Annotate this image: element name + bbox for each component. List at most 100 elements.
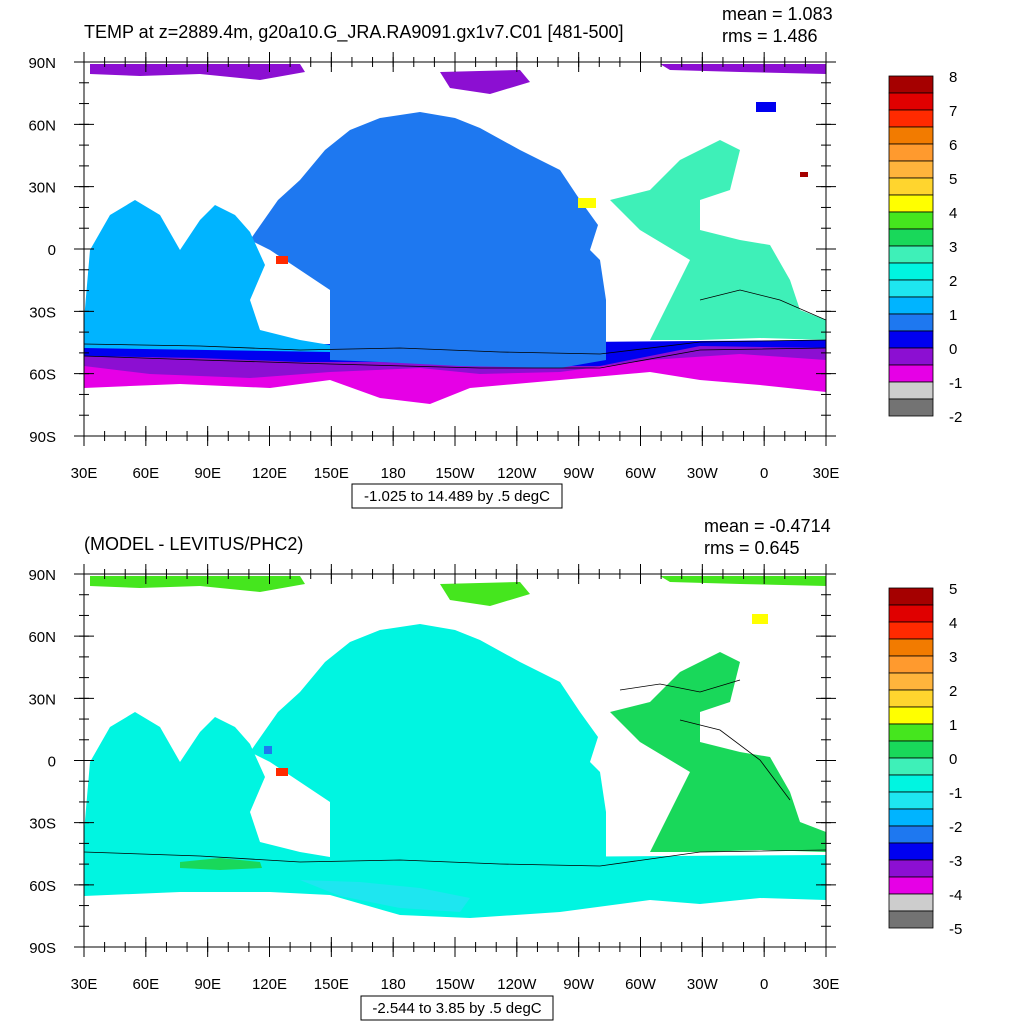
panel-1-range-label: -1.025 to 14.489 by .5 degC xyxy=(364,488,550,505)
longitude-label: 30E xyxy=(813,465,840,482)
colorbar-swatch xyxy=(888,126,934,145)
latitude-label: 0 xyxy=(48,754,56,771)
latitude-label: 90N xyxy=(28,567,56,584)
colorbar-label: 1 xyxy=(949,717,957,734)
indian-ocean-region xyxy=(84,712,330,885)
colorbar-swatch xyxy=(888,689,934,708)
yellow-patch xyxy=(578,198,596,208)
latitude-label: 60N xyxy=(28,629,56,646)
longitude-label: 120E xyxy=(252,976,287,993)
latitude-label: 0 xyxy=(48,242,56,259)
colorbar-swatch xyxy=(888,364,934,383)
panel-2-rms: rms = 0.645 xyxy=(704,538,800,558)
panel-1: TEMP at z=2889.4m, g20a10.G_JRA.RA9091.g… xyxy=(28,4,962,509)
colorbar-swatch xyxy=(888,774,934,793)
map-1-latitude-labels: 90N 60N 30N 0 30S 60S 90S xyxy=(28,55,56,446)
latitude-label: 90S xyxy=(29,429,56,446)
longitude-label: 30E xyxy=(71,976,98,993)
colorbar-swatch xyxy=(888,381,934,400)
colorbar-label: 1 xyxy=(949,307,957,324)
longitude-label: 120W xyxy=(497,976,537,993)
colorbar-label: 3 xyxy=(949,239,957,256)
map-2-latitude-labels: 90N 60N 30N 0 30S 60S 90S xyxy=(28,567,56,957)
longitude-label: 60E xyxy=(132,465,159,482)
longitude-label: 150W xyxy=(435,976,475,993)
atlantic-ocean-region xyxy=(610,652,826,852)
longitude-label: 0 xyxy=(760,465,768,482)
red-hotspot xyxy=(276,768,288,776)
latitude-label: 30S xyxy=(29,304,56,321)
panel-2-title: (MODEL - LEVITUS/PHC2) xyxy=(84,534,303,554)
arctic-green-patch-2 xyxy=(440,582,530,606)
colorbar-swatch xyxy=(888,160,934,179)
colorbar-label: 2 xyxy=(949,683,957,700)
contour-lines-2 xyxy=(84,679,826,867)
colorbar-label: 4 xyxy=(949,615,957,632)
colorbar-swatch xyxy=(888,842,934,861)
latitude-label: 90S xyxy=(29,940,56,957)
colorbar-label: 0 xyxy=(949,751,957,768)
southern-ocean-region xyxy=(84,855,826,918)
longitude-label: 150E xyxy=(314,465,349,482)
blue-patch-arctic xyxy=(756,102,776,112)
longitude-label: 90E xyxy=(194,465,221,482)
colorbar-swatch xyxy=(888,808,934,827)
colorbar-swatch xyxy=(888,262,934,281)
panel-1-mean: mean = 1.083 xyxy=(722,4,833,24)
panel-1-title: TEMP at z=2889.4m, g20a10.G_JRA.RA9091.g… xyxy=(84,22,624,43)
colorbar-swatch xyxy=(888,825,934,844)
longitude-label: 90E xyxy=(194,976,221,993)
colorbar-label: 3 xyxy=(949,649,957,666)
colorbar-label: -5 xyxy=(949,921,962,938)
longitude-label: 30E xyxy=(813,976,840,993)
colorbar-swatch xyxy=(888,177,934,196)
colorbar-swatch xyxy=(888,347,934,366)
longitude-label: 30E xyxy=(71,465,98,482)
longitude-label: 180 xyxy=(381,976,406,993)
colorbar-swatch xyxy=(888,740,934,759)
latitude-label: 60N xyxy=(28,117,56,134)
arctic-purple-patch-1 xyxy=(90,64,305,80)
colorbar-label: 2 xyxy=(949,273,957,290)
colorbar-swatch xyxy=(888,279,934,298)
pacific-ocean-region xyxy=(250,624,606,915)
map-1-ticks xyxy=(74,52,836,446)
latitude-label: 30N xyxy=(28,691,56,708)
colorbar-label: -4 xyxy=(949,887,962,904)
colorbar-swatch xyxy=(888,791,934,810)
longitude-label: 180 xyxy=(381,465,406,482)
colorbar-swatch xyxy=(888,143,934,162)
colorbar-swatch xyxy=(888,330,934,349)
colorbar-2: 5 4 3 2 1 0 -1 -2 -3 -4 -5 xyxy=(888,581,962,938)
colorbar-swatch xyxy=(888,757,934,776)
colorbar-swatch xyxy=(888,92,934,111)
colorbar-1: 8 7 6 5 4 3 2 1 0 -1 -2 xyxy=(888,69,962,426)
colorbar-swatch xyxy=(888,672,934,691)
longitude-label: 90W xyxy=(563,976,595,993)
colorbar-label: 5 xyxy=(949,581,957,598)
colorbar-swatch xyxy=(888,313,934,332)
colorbar-swatch xyxy=(888,910,934,929)
colorbar-swatch xyxy=(888,893,934,912)
longitude-label: 60W xyxy=(625,465,657,482)
colorbar-swatch xyxy=(888,723,934,742)
colorbar-swatch xyxy=(888,621,934,640)
colorbar-swatch xyxy=(888,109,934,128)
longitude-label: 150E xyxy=(314,976,349,993)
colorbar-label: 4 xyxy=(949,205,957,222)
colorbar-label: 8 xyxy=(949,69,957,86)
longitude-label: 30W xyxy=(687,465,719,482)
yellow-patch-arctic xyxy=(752,614,768,624)
longitude-label: 90W xyxy=(563,465,595,482)
colorbar-label: -2 xyxy=(949,819,962,836)
colorbar-label: -2 xyxy=(949,409,962,426)
colorbar-label: 7 xyxy=(949,103,957,120)
panel-2-range-box xyxy=(360,995,554,1021)
map-2-longitude-labels: 30E 60E 90E 120E 150E 180 150W 120W 90W 60W 30W 0 30… xyxy=(71,976,840,993)
colorbar-swatch xyxy=(888,228,934,247)
colorbar-swatch xyxy=(888,859,934,878)
colorbar-swatch xyxy=(888,638,934,657)
red-hotspot-1 xyxy=(276,256,288,264)
colorbar-label: 5 xyxy=(949,171,957,188)
